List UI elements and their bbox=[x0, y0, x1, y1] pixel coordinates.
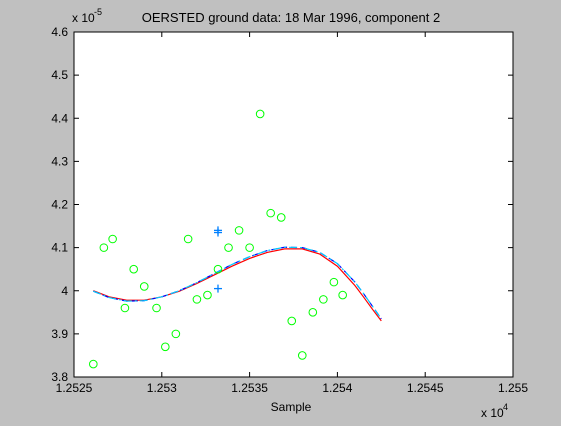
data-point-circle bbox=[329, 277, 339, 287]
data-point-circle bbox=[213, 264, 223, 274]
data-point-circle bbox=[192, 295, 202, 304]
data-point-circle bbox=[338, 290, 347, 300]
y-tick-label: 4.5 bbox=[51, 68, 68, 82]
data-point-circle bbox=[99, 243, 109, 252]
data-point-circle bbox=[161, 342, 170, 352]
data-point-circle bbox=[171, 329, 181, 339]
x-axis-label: Sample bbox=[271, 400, 312, 414]
x-tick-label: 1.253 bbox=[147, 381, 177, 395]
x-multiplier: x 10 4 bbox=[481, 402, 508, 420]
data-point-circle bbox=[129, 264, 139, 274]
x-multiplier-exponent: 4 bbox=[503, 402, 508, 412]
data-point-plus bbox=[213, 228, 222, 237]
data-point-circle bbox=[319, 295, 328, 304]
data-point-circle bbox=[108, 234, 117, 244]
x-multiplier-base: x 10 bbox=[481, 406, 504, 420]
data-point-circle bbox=[120, 303, 130, 313]
x-tick-label: 1.2535 bbox=[231, 381, 268, 395]
data-point-circle bbox=[183, 234, 193, 244]
data-point-circle bbox=[255, 109, 265, 119]
data-point-circle bbox=[152, 303, 161, 313]
data-point-circle bbox=[297, 351, 307, 360]
y-tick-label: 3.8 bbox=[51, 370, 68, 384]
y-axis: 3.8 3.9 4 4.1 4.2 4.3 4.4 4.5 4.6 bbox=[51, 25, 513, 384]
data-point-circle bbox=[139, 282, 149, 291]
fit-curve-dashdot bbox=[93, 246, 382, 320]
x-tick-label: 1.255 bbox=[498, 381, 528, 395]
data-point-circle bbox=[308, 308, 318, 317]
data-point-circle bbox=[245, 243, 254, 252]
y-tick-label: 4 bbox=[61, 284, 68, 298]
chart-title: OERSTED ground data: 18 Mar 1996, compon… bbox=[142, 10, 440, 25]
y-tick-label: 4.3 bbox=[51, 154, 68, 168]
y-tick-label: 4.4 bbox=[51, 111, 68, 125]
y-tick-label: 4.1 bbox=[51, 241, 68, 255]
markers-layer bbox=[89, 109, 347, 369]
data-point-circle bbox=[276, 213, 286, 222]
data-point-circle bbox=[89, 359, 98, 369]
data-point-circle bbox=[224, 243, 233, 252]
y-multiplier-exponent: -5 bbox=[94, 7, 102, 17]
y-tick-label: 4.6 bbox=[51, 25, 68, 39]
curves-layer bbox=[93, 246, 382, 322]
y-tick-label: 3.9 bbox=[51, 327, 68, 341]
data-point-circle bbox=[287, 316, 297, 326]
y-multiplier-base: x 10 bbox=[72, 11, 95, 25]
data-point-circle bbox=[266, 208, 275, 218]
x-tick-label: 1.2545 bbox=[407, 381, 444, 395]
x-axis: 1.2525 1.253 1.2535 1.254 1.2545 1.255 bbox=[56, 32, 528, 395]
x-tick-label: 1.2525 bbox=[56, 381, 93, 395]
y-tick-label: 4.2 bbox=[51, 198, 68, 212]
y-multiplier: x 10 -5 bbox=[72, 7, 102, 25]
data-point-circle bbox=[203, 290, 212, 300]
data-point-circle bbox=[234, 226, 244, 235]
x-tick-label: 1.254 bbox=[322, 381, 352, 395]
plot-area bbox=[73, 31, 514, 378]
data-point-plus bbox=[213, 284, 222, 293]
